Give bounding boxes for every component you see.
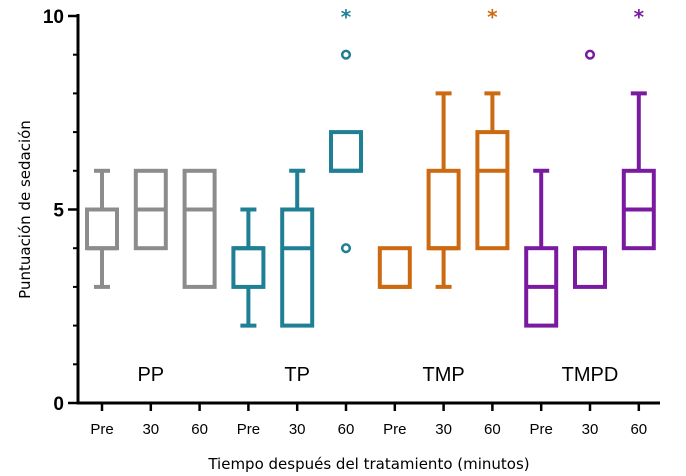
group-label-tp: TP — [284, 364, 310, 386]
x-tick-label: Pre — [530, 421, 553, 438]
x-tick-label: 60 — [484, 421, 501, 438]
x-tick-label: Pre — [90, 421, 113, 438]
box-rect — [329, 130, 363, 173]
group-label-tmpd: TMPD — [562, 364, 619, 386]
y-tick-label: 5 — [53, 201, 64, 222]
significance-marker: * — [341, 5, 352, 29]
box-rect — [231, 246, 266, 289]
x-tick-label: 30 — [142, 421, 159, 438]
box-pp-pre — [85, 168, 119, 289]
box-rect — [475, 130, 510, 251]
box-pp-30 — [133, 168, 168, 251]
x-tick-label: 30 — [289, 421, 306, 438]
box-tp-30 — [280, 168, 315, 328]
x-tick-label: Pre — [383, 421, 406, 438]
box-tmpd-30 — [573, 49, 607, 289]
box-rect — [377, 246, 412, 289]
outlier-point — [340, 243, 352, 254]
box-rect — [426, 168, 461, 251]
x-tick-label: 60 — [191, 421, 208, 438]
significance-marker: * — [634, 5, 645, 29]
significance-marker: * — [487, 5, 498, 29]
y-tick-label: 0 — [53, 394, 64, 415]
box-tmpd-60 — [621, 91, 656, 251]
box-tmp-30 — [426, 91, 461, 289]
x-tick-label: 60 — [630, 421, 647, 438]
y-axis-title: Puntuación de sedación — [16, 120, 34, 299]
box-tmp-60 — [475, 91, 510, 251]
box-rect — [573, 246, 607, 289]
box-tmp-pre — [377, 246, 412, 289]
box-rect — [85, 207, 119, 251]
labels-layer: Pre 30 60 PP Pre 30 * 60 TP Pre 30 * 60 TMP Pre 30 * 60 TM… — [43, 5, 647, 438]
x-axis-title: Tiempo después del tratamiento (minutos) — [207, 455, 529, 473]
group-label-pp: PP — [137, 364, 164, 386]
box-tp-pre — [231, 207, 266, 328]
y-tick-label: 10 — [43, 7, 64, 28]
box-rect — [182, 168, 217, 289]
x-tick-label: Pre — [237, 421, 260, 438]
axes-layer — [68, 14, 660, 411]
x-tick-label: 60 — [338, 421, 355, 438]
box-rect — [280, 207, 315, 328]
outlier-point — [340, 49, 352, 60]
outlier-point — [584, 49, 596, 60]
box-pp-60 — [182, 168, 217, 289]
x-tick-label: 30 — [582, 421, 599, 438]
boxes-layer — [85, 49, 656, 328]
box-tp-60 — [329, 49, 363, 254]
box-tmpd-pre — [524, 168, 559, 328]
group-label-tmp: TMP — [422, 364, 464, 386]
x-tick-label: 30 — [435, 421, 452, 438]
